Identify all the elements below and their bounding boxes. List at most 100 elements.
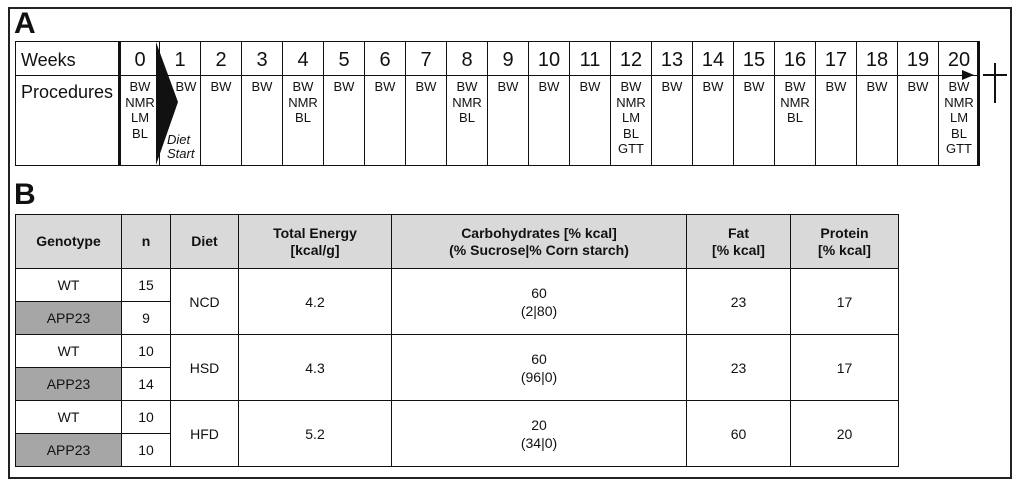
table-row: WT 10 HSD 4.3 60 (96|0) 23 17: [15, 334, 899, 401]
procedure-label: BW: [210, 79, 232, 94]
header-fat-line-2: [% kcal]: [712, 241, 765, 258]
procedure-label: BW: [620, 79, 642, 94]
header-n: n: [121, 214, 171, 269]
carbs-split: (96|0): [520, 368, 558, 385]
procedure-label: NMR: [780, 94, 810, 110]
procedure-label: BW: [374, 79, 396, 94]
header-fat-line-1: Fat: [728, 224, 749, 241]
week-column: 18 BW: [856, 42, 897, 165]
week-procedures: BW NMR BL: [283, 76, 323, 126]
carbs-cell: 60 (2|80): [391, 268, 687, 335]
procedure-label: NMR: [452, 94, 482, 110]
header-fat: Fat [% kcal]: [686, 214, 791, 269]
genotype-cell: WT: [15, 268, 122, 302]
genotype-cell: WT: [15, 400, 122, 434]
carbs-cell: 60 (96|0): [391, 334, 687, 401]
header-energy-line-2: [kcal/g]: [290, 241, 340, 258]
header-protein-line-1: Protein: [820, 224, 869, 241]
procedure-label: BW: [251, 79, 273, 94]
week-number: 6: [379, 49, 391, 71]
week-procedures: BW NMR BL: [775, 76, 815, 126]
procedure-label: GTT: [946, 141, 972, 156]
procedure-label: NMR: [616, 94, 646, 110]
genotype-cell: APP23: [15, 367, 122, 401]
week-number: 5: [338, 49, 350, 71]
procedure-label: BL: [459, 110, 475, 125]
week-procedures: BW: [652, 76, 692, 95]
week-number: 4: [297, 49, 309, 71]
procedure-label: BW: [866, 79, 888, 94]
procedures-row-label: Procedures: [21, 82, 114, 102]
energy-cell: 5.2: [238, 400, 392, 467]
carbs-cell: 20 (34|0): [391, 400, 687, 467]
procedure-label: BW: [948, 79, 970, 94]
week-number: 0: [134, 49, 146, 71]
week-number: 19: [906, 49, 930, 71]
week-number: 18: [865, 49, 889, 71]
header-genotype: Genotype: [15, 214, 122, 269]
procedure-label: NMR: [944, 94, 974, 110]
week-column: 11 BW: [569, 42, 610, 165]
week-number: 1: [174, 49, 186, 71]
week-procedures: BW: [242, 76, 282, 95]
procedure-label: BL: [623, 125, 639, 141]
diet-cell: NCD: [170, 268, 239, 335]
week-column: 7 BW: [405, 42, 446, 165]
week-column: 8 BW NMR BL: [446, 42, 487, 165]
procedure-label: BL: [951, 125, 967, 141]
week-number: 3: [256, 49, 268, 71]
table-row: WT 10 HFD 5.2 20 (34|0) 60 20: [15, 400, 899, 467]
week-column: 12 BW NMR LM BL GTT: [610, 42, 651, 165]
diet-start-line-2: Start: [167, 146, 195, 161]
procedure-label: NMR: [288, 94, 318, 110]
week-column: 4 BW NMR BL: [282, 42, 323, 165]
week-number: 17: [824, 49, 848, 71]
week-number: 7: [420, 49, 432, 71]
week-procedures: BW: [406, 76, 446, 95]
procedure-label: GTT: [618, 141, 644, 156]
n-cell: 10: [121, 334, 171, 368]
week-number: 12: [619, 49, 643, 71]
week-column: 2 BW: [200, 42, 241, 165]
carbs-split: (34|0): [520, 434, 558, 451]
week-number: 8: [461, 49, 473, 71]
header-carbs-line-2: (% Sucrose|% Corn starch): [449, 241, 629, 258]
week-number: 10: [537, 49, 561, 71]
procedure-label: BW: [456, 79, 478, 94]
header-carbohydrates: Carbohydrates [% kcal] (% Sucrose|% Corn…: [391, 214, 687, 269]
panel-a-label: A: [14, 7, 36, 40]
week-number: 13: [660, 49, 684, 71]
procedure-label: BW: [743, 79, 765, 94]
week-column: 9 BW: [487, 42, 528, 165]
panel-b-label: B: [14, 178, 36, 211]
protein-cell: 17: [790, 334, 899, 401]
fat-cell: 60: [686, 400, 791, 467]
week-procedures: BW: [857, 76, 897, 95]
diet-cell: HFD: [170, 400, 239, 467]
week-column: 20 BW NMR LM BL GTT: [938, 42, 979, 165]
table-row: WT 15 NCD 4.2 60 (2|80) 23 17: [15, 268, 899, 335]
week-column: 5 BW: [323, 42, 364, 165]
week-column: 16 BW NMR BL: [774, 42, 815, 165]
week-column: 10 BW: [528, 42, 569, 165]
procedure-label: BL: [787, 110, 803, 125]
figure-frame: [8, 7, 1012, 479]
week-column: 13 BW: [651, 42, 692, 165]
n-cell: 10: [121, 433, 171, 467]
procedure-label: BW: [825, 79, 847, 94]
carbs-split: (2|80): [520, 302, 558, 319]
procedure-label: BW: [497, 79, 519, 94]
timeline-arrowhead: [962, 70, 974, 80]
procedure-label: BW: [579, 79, 601, 94]
week-procedures: BW NMR LM BL GTT: [611, 76, 651, 157]
procedure-label: BL: [295, 110, 311, 125]
n-cell: 10: [121, 400, 171, 434]
procedure-label: BW: [415, 79, 437, 94]
diet-table: Genotype n Diet Total Energy [kcal/g] Ca…: [15, 214, 899, 467]
week-procedures: BW: [160, 76, 200, 95]
energy-cell: 4.2: [238, 268, 392, 335]
procedure-label: LM: [130, 110, 150, 125]
week-number: 14: [701, 49, 725, 71]
fat-cell: 23: [686, 334, 791, 401]
week-column: 3 BW: [241, 42, 282, 165]
